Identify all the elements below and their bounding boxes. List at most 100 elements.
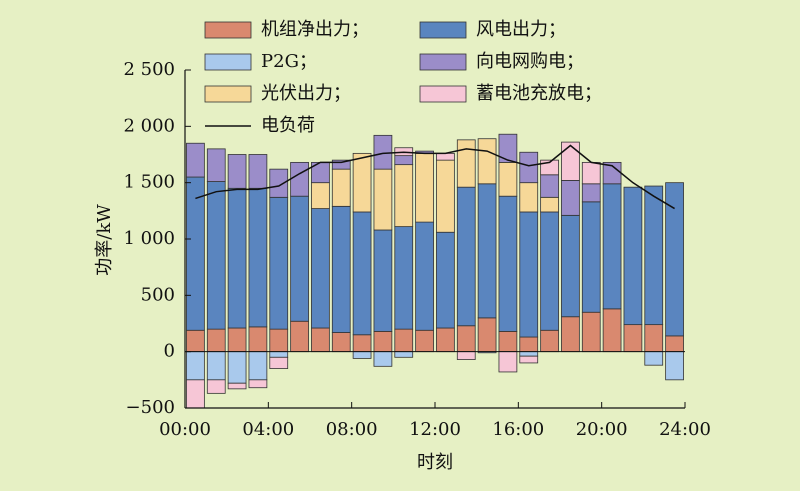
bar-segment bbox=[644, 185, 664, 326]
bar-segment bbox=[436, 152, 455, 161]
legend-swatch bbox=[419, 53, 467, 71]
y-tick-label: 2 000 bbox=[123, 115, 175, 136]
bar-segment bbox=[248, 379, 268, 389]
legend-swatch bbox=[204, 53, 252, 71]
bar-segment bbox=[248, 187, 268, 328]
bar-segment bbox=[561, 214, 580, 318]
bar-segment bbox=[186, 351, 205, 381]
bar-segment bbox=[331, 205, 351, 333]
bar-segment bbox=[519, 151, 539, 184]
legend-swatch bbox=[204, 21, 252, 39]
legend-label: 向电网购电； bbox=[476, 51, 584, 72]
bar-segment bbox=[206, 379, 226, 394]
legend-label: 机组净出力； bbox=[261, 19, 369, 40]
bar-segment bbox=[436, 327, 455, 353]
bar-segment bbox=[269, 168, 289, 198]
bar-segment bbox=[227, 154, 247, 189]
bar-segment bbox=[311, 208, 330, 329]
bar-segment bbox=[352, 211, 372, 336]
bar-segment bbox=[540, 196, 559, 213]
bar-segment bbox=[498, 161, 518, 197]
legend-label: P2G； bbox=[261, 51, 317, 72]
bar-segment bbox=[394, 226, 414, 330]
bar-segment bbox=[290, 195, 309, 322]
bar-segment bbox=[456, 139, 476, 188]
y-tick-label: 500 bbox=[141, 284, 175, 305]
y-axis-label: 功率/kW bbox=[94, 204, 115, 276]
bar-segment bbox=[519, 355, 539, 364]
bar-segment bbox=[415, 329, 434, 353]
legend-swatch bbox=[419, 21, 467, 39]
bar-segment bbox=[477, 317, 497, 353]
bar-segment bbox=[394, 351, 414, 358]
legend-swatch bbox=[419, 85, 467, 103]
bar-segment bbox=[373, 229, 393, 332]
bar-segment bbox=[331, 159, 351, 170]
bar-segment bbox=[519, 351, 539, 357]
bar-segment bbox=[269, 328, 289, 353]
bar-segment bbox=[498, 133, 518, 163]
bar-segment bbox=[561, 316, 580, 353]
bar-segment bbox=[269, 196, 289, 330]
bar-segment bbox=[602, 308, 622, 353]
bar-segment bbox=[227, 187, 247, 329]
legend-label: 蓄电池充放电； bbox=[476, 83, 602, 104]
legend-label: 光伏出力； bbox=[261, 83, 351, 104]
bar-segment bbox=[352, 351, 372, 359]
bar-segment bbox=[269, 351, 289, 358]
x-tick-label: 12:00 bbox=[409, 419, 461, 440]
bar-segment bbox=[186, 142, 205, 178]
y-tick-label: 2 500 bbox=[123, 59, 175, 80]
bar-segment bbox=[186, 379, 205, 409]
bar-segment bbox=[581, 183, 601, 203]
bar-segment bbox=[561, 180, 580, 216]
bar-segment bbox=[311, 327, 330, 353]
bar-segment bbox=[436, 231, 455, 329]
bar-segment bbox=[644, 324, 664, 353]
bar-segment bbox=[581, 161, 601, 185]
bar-segment bbox=[290, 320, 309, 353]
bar-segment bbox=[456, 186, 476, 327]
bar-segment bbox=[331, 168, 351, 207]
load-line bbox=[195, 144, 675, 210]
bar-segment bbox=[644, 351, 664, 366]
bar-segment bbox=[477, 138, 497, 185]
bar-segment bbox=[248, 326, 268, 353]
y-tick-label: −500 bbox=[126, 397, 175, 418]
bar-segment bbox=[623, 324, 643, 353]
bar-segment bbox=[206, 148, 226, 182]
bar-segment bbox=[477, 183, 497, 319]
x-tick-label: 08:00 bbox=[326, 419, 378, 440]
legend-label: 风电出力； bbox=[476, 19, 566, 40]
bar-segment bbox=[415, 152, 434, 223]
x-tick-label: 00:00 bbox=[159, 419, 211, 440]
bar-segment bbox=[456, 351, 476, 360]
bar-segment bbox=[331, 332, 351, 353]
bar-segment bbox=[373, 134, 393, 170]
bar-segment bbox=[498, 351, 518, 373]
bar-segment bbox=[373, 168, 393, 231]
y-tick-label: 1 500 bbox=[123, 172, 175, 193]
bar-segment bbox=[206, 351, 226, 381]
bar-segment bbox=[290, 161, 309, 197]
x-tick-label: 20:00 bbox=[576, 419, 628, 440]
bar-segment bbox=[373, 330, 393, 353]
bar-segment bbox=[602, 183, 622, 310]
y-tick-label: 0 bbox=[164, 341, 175, 362]
bar-segment bbox=[394, 155, 414, 166]
bar-segment bbox=[352, 152, 372, 213]
bar-segment bbox=[456, 325, 476, 353]
bar-segment bbox=[373, 351, 393, 367]
bar-segment bbox=[498, 195, 518, 332]
bar-segment bbox=[311, 182, 330, 209]
bar-segment bbox=[561, 141, 580, 181]
bar-segment bbox=[248, 154, 268, 189]
bar-segment bbox=[186, 329, 205, 353]
bar-segment bbox=[540, 174, 559, 198]
bar-segment bbox=[269, 356, 289, 369]
bar-segment bbox=[206, 181, 226, 330]
x-tick-label: 04:00 bbox=[242, 419, 294, 440]
bar-segment bbox=[540, 329, 559, 353]
x-tick-label: 16:00 bbox=[492, 419, 544, 440]
